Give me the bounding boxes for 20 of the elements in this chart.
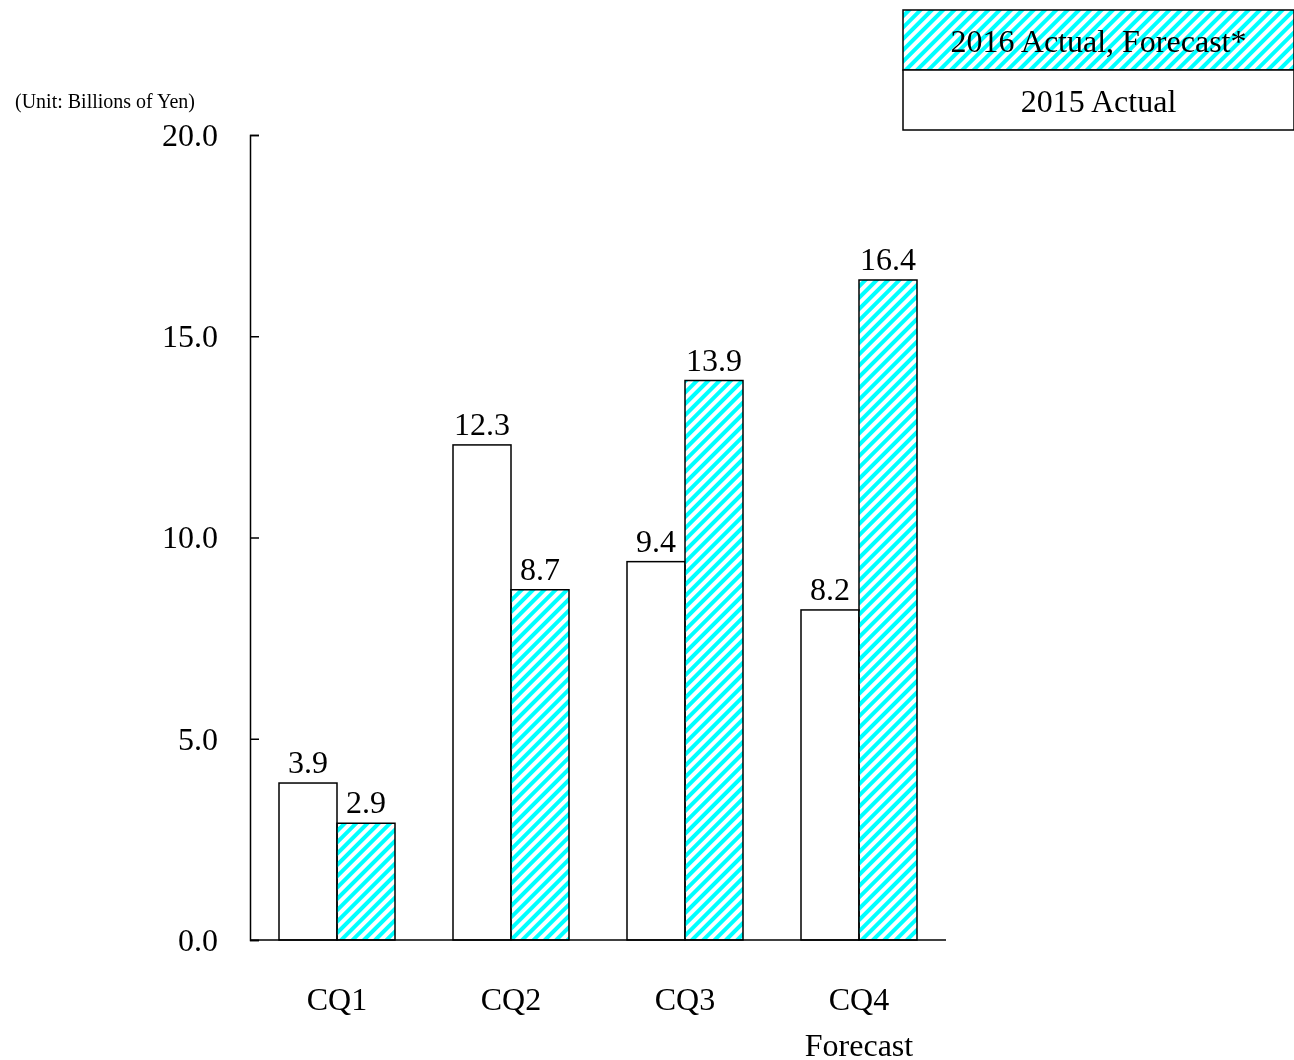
x-tick-label: CQ1: [306, 981, 368, 1017]
text: 2015 Actual: [1020, 83, 1177, 119]
data-label: 9.4: [636, 522, 676, 559]
data-label: 16.4: [860, 240, 916, 277]
data-label: 8.2: [810, 570, 850, 607]
y-tick-label: 20.0: [162, 116, 218, 153]
data-label: 12.3: [454, 405, 510, 442]
data-label: 3.9: [288, 744, 328, 781]
y-tick-label: 10.0: [162, 519, 218, 556]
data-label: 8.7: [520, 550, 560, 587]
x-tick-label: CQ4 Forecast: [804, 981, 914, 1060]
text: 2016 Actual, Forecast*: [950, 23, 1247, 59]
y-axis-title: (Unit: Billions of Yen): [15, 90, 196, 113]
y-tick-label: 0.0: [178, 921, 218, 958]
y-tick-label: 5.0: [178, 720, 218, 757]
data-label: 2.9: [346, 784, 386, 821]
data-label: 13.9: [686, 341, 742, 378]
y-tick-label: 15.0: [162, 317, 218, 354]
x-tick-label: CQ3: [654, 981, 716, 1017]
x-tick-label: CQ2: [480, 981, 542, 1017]
